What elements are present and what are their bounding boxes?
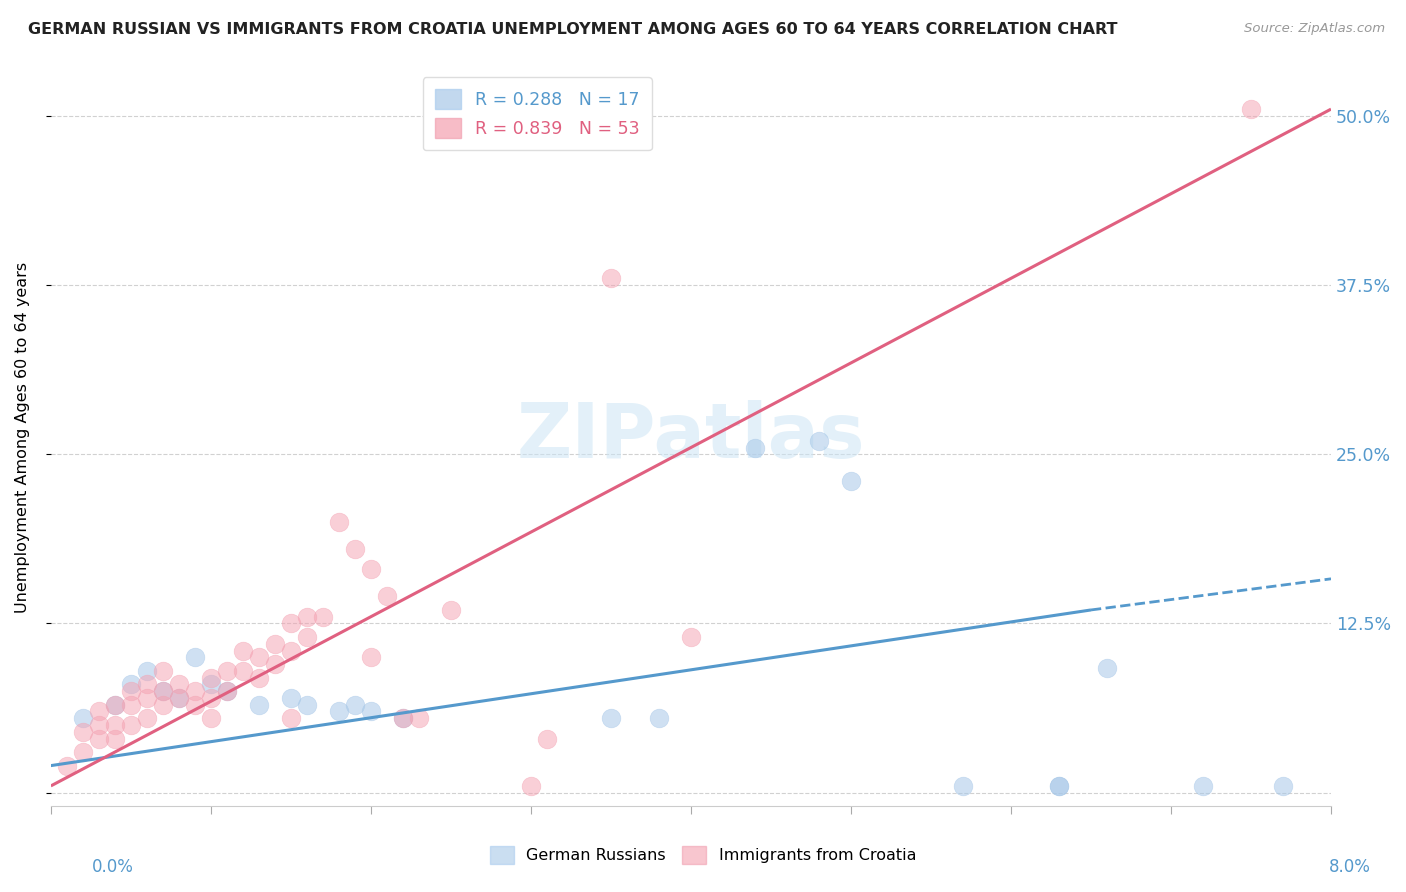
Point: [360, 650, 382, 665]
Point: [392, 711, 415, 725]
Point: [184, 684, 207, 698]
Point: [952, 779, 974, 793]
Point: [167, 677, 190, 691]
Point: [360, 705, 382, 719]
Point: [263, 657, 285, 672]
Point: [56, 758, 79, 772]
Point: [280, 643, 302, 657]
Point: [744, 441, 766, 455]
Text: ZIPatlas: ZIPatlas: [516, 401, 865, 475]
Point: [679, 630, 702, 644]
Point: [167, 690, 190, 705]
Point: [295, 698, 318, 712]
Point: [1047, 779, 1070, 793]
Point: [360, 562, 382, 576]
Point: [200, 690, 222, 705]
Point: [104, 718, 127, 732]
Point: [1192, 779, 1215, 793]
Point: [408, 711, 430, 725]
Point: [87, 731, 110, 746]
Point: [152, 664, 174, 678]
Point: [120, 677, 142, 691]
Point: [87, 718, 110, 732]
Point: [280, 616, 302, 631]
Point: [328, 515, 350, 529]
Point: [152, 698, 174, 712]
Point: [104, 731, 127, 746]
Point: [215, 664, 238, 678]
Point: [312, 609, 335, 624]
Point: [839, 475, 862, 489]
Point: [392, 711, 415, 725]
Point: [343, 698, 366, 712]
Point: [200, 671, 222, 685]
Point: [152, 684, 174, 698]
Point: [135, 677, 157, 691]
Text: Source: ZipAtlas.com: Source: ZipAtlas.com: [1244, 22, 1385, 36]
Point: [135, 690, 157, 705]
Point: [440, 603, 463, 617]
Point: [295, 630, 318, 644]
Point: [120, 718, 142, 732]
Point: [520, 779, 543, 793]
Point: [280, 690, 302, 705]
Point: [1240, 102, 1263, 116]
Point: [135, 711, 157, 725]
Point: [648, 711, 671, 725]
Point: [215, 684, 238, 698]
Point: [247, 671, 270, 685]
Point: [72, 724, 94, 739]
Point: [295, 609, 318, 624]
Point: [600, 271, 623, 285]
Point: [232, 664, 254, 678]
Y-axis label: Unemployment Among Ages 60 to 64 years: Unemployment Among Ages 60 to 64 years: [15, 262, 30, 613]
Point: [184, 698, 207, 712]
Point: [328, 705, 350, 719]
Point: [200, 677, 222, 691]
Point: [280, 711, 302, 725]
Point: [215, 684, 238, 698]
Point: [135, 664, 157, 678]
Point: [167, 690, 190, 705]
Point: [600, 711, 623, 725]
Point: [104, 698, 127, 712]
Point: [263, 637, 285, 651]
Point: [343, 542, 366, 557]
Point: [232, 643, 254, 657]
Point: [1272, 779, 1295, 793]
Point: [152, 684, 174, 698]
Point: [1095, 661, 1118, 675]
Point: [247, 698, 270, 712]
Text: 8.0%: 8.0%: [1329, 858, 1371, 876]
Text: GERMAN RUSSIAN VS IMMIGRANTS FROM CROATIA UNEMPLOYMENT AMONG AGES 60 TO 64 YEARS: GERMAN RUSSIAN VS IMMIGRANTS FROM CROATI…: [28, 22, 1118, 37]
Point: [536, 731, 558, 746]
Legend: R = 0.288   N = 17, R = 0.839   N = 53: R = 0.288 N = 17, R = 0.839 N = 53: [423, 78, 652, 150]
Point: [807, 434, 830, 448]
Point: [184, 650, 207, 665]
Point: [72, 711, 94, 725]
Point: [104, 698, 127, 712]
Point: [120, 684, 142, 698]
Point: [247, 650, 270, 665]
Point: [1047, 779, 1070, 793]
Point: [87, 705, 110, 719]
Point: [120, 698, 142, 712]
Point: [200, 711, 222, 725]
Point: [72, 745, 94, 759]
Text: 0.0%: 0.0%: [91, 858, 134, 876]
Point: [375, 590, 398, 604]
Legend: German Russians, Immigrants from Croatia: German Russians, Immigrants from Croatia: [484, 839, 922, 871]
